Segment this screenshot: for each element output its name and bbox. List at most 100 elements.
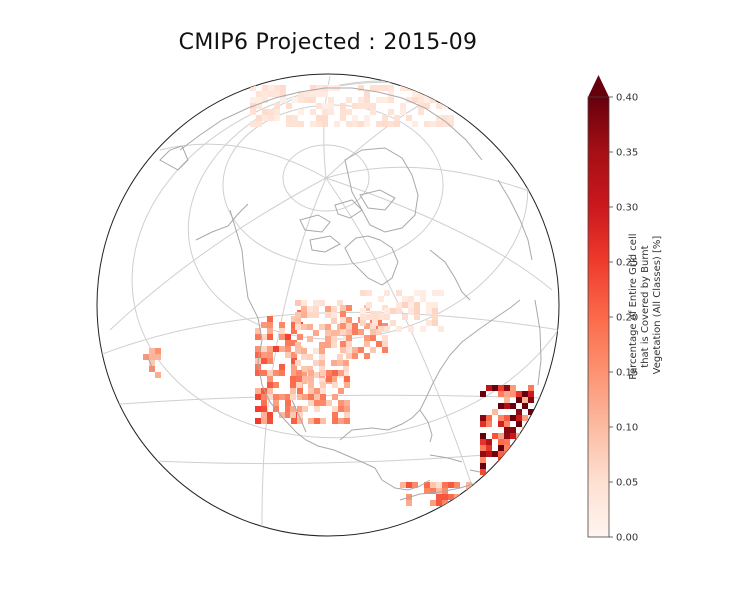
burnt-area-cell xyxy=(267,358,273,364)
burnt-area-cell xyxy=(338,370,344,376)
burnt-area-cell xyxy=(352,323,358,329)
burnt-area-cell xyxy=(255,370,261,376)
burnt-area-cell xyxy=(522,391,528,397)
burnt-area-cell xyxy=(343,360,349,366)
burnt-area-cell xyxy=(382,115,388,121)
burnt-area-cell xyxy=(344,382,350,388)
burnt-area-cell xyxy=(414,290,420,296)
burnt-area-cell xyxy=(370,109,376,115)
burnt-area-cell xyxy=(480,391,486,397)
colorbar-tick-label: 0.30 xyxy=(616,203,638,214)
colorbar-tick-label: 0.00 xyxy=(616,533,638,544)
burnt-area-cell xyxy=(308,400,314,406)
burnt-area-cell xyxy=(412,482,418,488)
burnt-area-cell xyxy=(255,394,261,400)
graticule-lat-80 xyxy=(282,144,370,212)
burnt-area-cell xyxy=(346,97,352,103)
burnt-area-cell xyxy=(360,314,366,320)
burnt-area-cell xyxy=(376,341,382,347)
burnt-area-cell xyxy=(480,457,486,463)
burnt-area-cell xyxy=(290,394,296,400)
burnt-area-cell xyxy=(360,320,366,326)
burnt-area-cell xyxy=(364,103,370,109)
burnt-area-cell xyxy=(268,109,274,115)
burnt-area-cell xyxy=(364,335,370,341)
coastline-africa-west xyxy=(534,299,542,386)
burnt-area-cell xyxy=(297,334,303,340)
burnt-area-cell xyxy=(448,482,454,488)
burnt-area-cell xyxy=(346,121,352,127)
burnt-area-cell xyxy=(466,494,472,500)
burnt-area-cell xyxy=(267,388,273,394)
burnt-area-cell xyxy=(382,341,388,347)
burnt-area-cell xyxy=(267,316,273,322)
burnt-area-cell xyxy=(261,406,267,412)
burnt-area-cell xyxy=(255,346,261,352)
burnt-area-cell xyxy=(295,324,301,330)
burnt-area-cell xyxy=(376,97,382,103)
burnt-area-cell xyxy=(364,97,370,103)
burnt-area-cell xyxy=(522,451,528,457)
burnt-area-cell xyxy=(298,121,304,127)
burnt-area-cell xyxy=(279,346,285,352)
graticule-lat-0 xyxy=(134,451,521,465)
burnt-area-cell xyxy=(280,97,286,103)
burnt-area-cell xyxy=(320,394,326,400)
burnt-area-cell xyxy=(480,421,486,427)
burnt-area-cell xyxy=(261,334,267,340)
burnt-area-cell xyxy=(295,312,301,318)
burnt-area-cell xyxy=(325,312,331,318)
burnt-area-cell xyxy=(534,469,540,475)
burnt-area-cell xyxy=(430,500,436,506)
burnt-area-cell xyxy=(510,433,516,439)
burnt-area-cell xyxy=(255,334,261,340)
burnt-area-cell xyxy=(307,324,313,330)
burnt-area-cell xyxy=(352,115,358,121)
colorbar: 0.00 0.05 0.10 0.15 0.20 0.25 0.30 0.35 0.40 Per… xyxy=(587,75,663,544)
coastline-cuba xyxy=(429,454,463,463)
burnt-area-cell xyxy=(344,400,350,406)
burnt-area-cell xyxy=(250,109,256,115)
burnt-area-cell xyxy=(504,463,510,469)
burnt-area-cell xyxy=(486,451,492,457)
coastline-arctic-island-1 xyxy=(299,214,331,233)
burnt-area-cell xyxy=(412,97,418,103)
burnt-area-cell xyxy=(285,352,291,358)
burnt-area-cell xyxy=(516,463,522,469)
globe-outline xyxy=(96,73,560,537)
burnt-area-cell xyxy=(149,354,155,360)
burnt-area-cell xyxy=(346,305,352,311)
burnt-area-cell xyxy=(504,391,510,397)
burnt-area-cell xyxy=(310,85,316,91)
burnt-area-cell xyxy=(516,397,522,403)
burnt-area-cell xyxy=(325,330,331,336)
burnt-area-cell xyxy=(420,326,426,332)
burnt-area-cell xyxy=(432,290,438,296)
burnt-area-cell xyxy=(326,376,332,382)
burnt-area-cell xyxy=(331,312,337,318)
burnt-area-cell xyxy=(370,335,376,341)
burnt-area-cell xyxy=(322,103,328,109)
coastline-hispaniola xyxy=(469,469,481,473)
burnt-area-cell xyxy=(295,360,301,366)
burnt-area-cell xyxy=(432,302,438,308)
burnt-area-cell xyxy=(319,354,325,360)
burnt-area-cell xyxy=(448,91,454,97)
burnt-area-cell xyxy=(388,109,394,115)
burnt-area-cell xyxy=(338,388,344,394)
burnt-area-cell xyxy=(408,296,414,302)
burnt-area-cell xyxy=(328,109,334,115)
burnt-area-cell xyxy=(340,341,346,347)
burnt-area-cell xyxy=(352,103,358,109)
burnt-area-cell xyxy=(322,121,328,127)
coastline-arctic-island-3 xyxy=(309,235,341,253)
coastline-hawaii xyxy=(145,354,155,373)
burnt-area-cell xyxy=(510,385,516,391)
burnt-area-cell xyxy=(498,421,504,427)
burnt-area-cell xyxy=(384,308,390,314)
burnt-area-cell xyxy=(448,85,454,91)
burnt-area-cell xyxy=(402,302,408,308)
coastline-labrador xyxy=(429,249,471,301)
burnt-area-cell xyxy=(510,457,516,463)
burnt-area-cell xyxy=(480,415,486,421)
